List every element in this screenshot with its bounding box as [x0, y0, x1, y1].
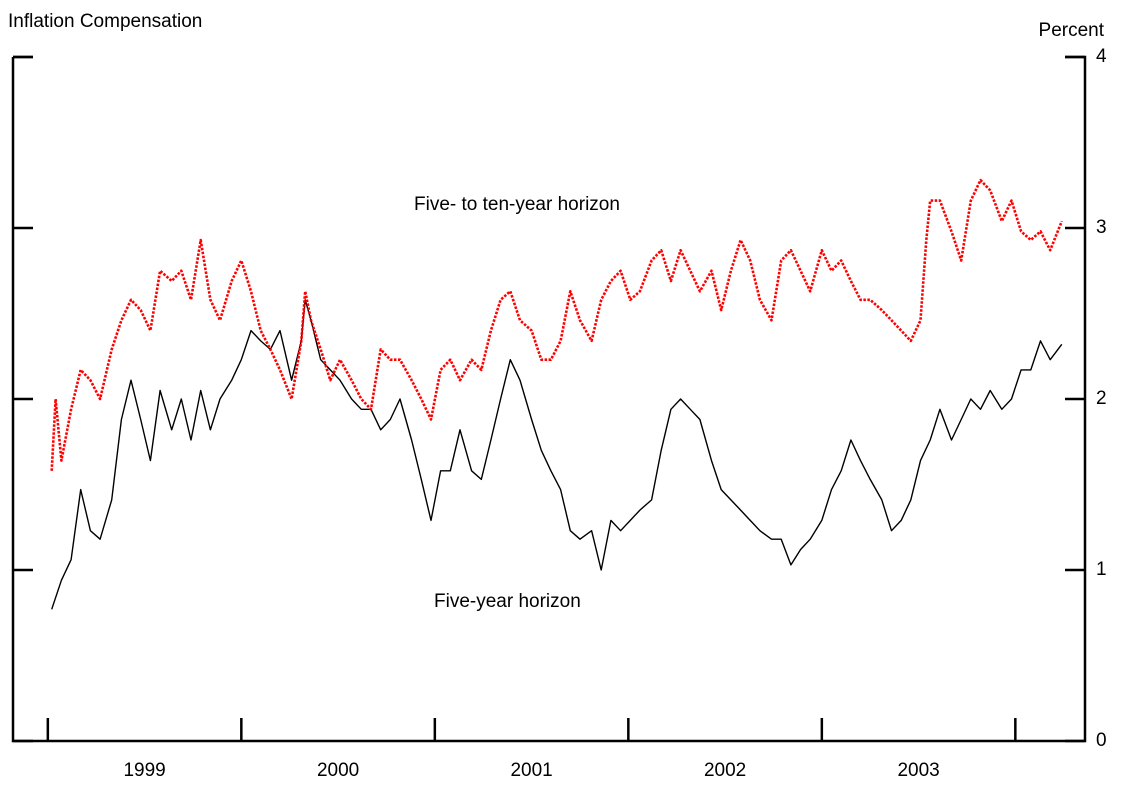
y-tick-label: 1 — [1096, 559, 1107, 580]
chart-title: Inflation Compensation — [8, 11, 202, 32]
series-line — [51, 299, 1063, 610]
y-tick-label: 0 — [1096, 730, 1107, 751]
y-tick-label: 3 — [1096, 217, 1107, 238]
annotation: Five- to ten-year horizon — [414, 194, 620, 215]
axis-frame — [11, 55, 1087, 743]
x-tick-label: 2000 — [317, 760, 359, 781]
y-axis-label: Percent — [1039, 20, 1105, 41]
x-tick-label: 2002 — [704, 760, 746, 781]
y-tick-label: 4 — [1096, 46, 1107, 67]
annotation: Five-year horizon — [434, 591, 581, 612]
y-tick-label: 2 — [1096, 388, 1107, 409]
x-tick-label: 1999 — [123, 760, 165, 781]
x-tick-label: 2001 — [510, 760, 552, 781]
series-line — [50, 178, 1064, 471]
x-tick-label: 2003 — [897, 760, 939, 781]
